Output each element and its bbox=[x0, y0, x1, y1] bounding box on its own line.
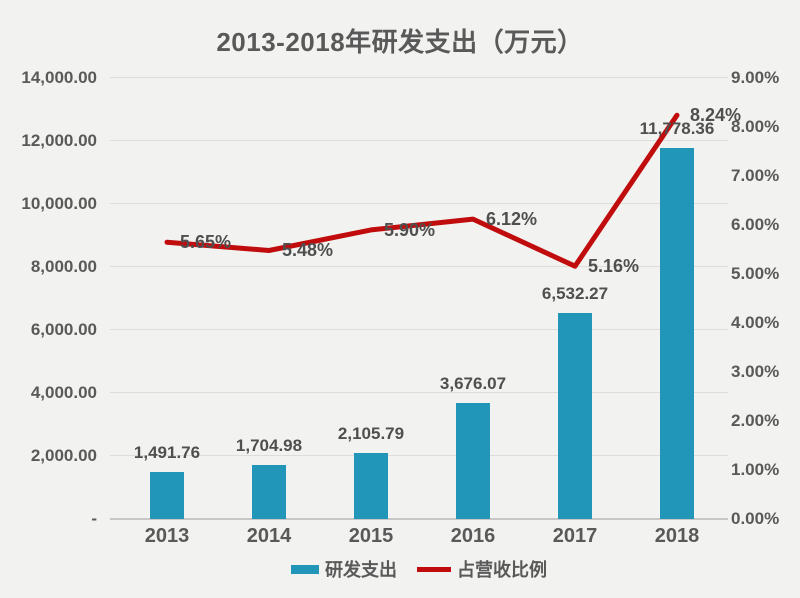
x-axis-line bbox=[110, 518, 728, 520]
y-axis-left-tick-label: 12,000.00 bbox=[21, 131, 97, 150]
y-axis-left-tick-label: 14,000.00 bbox=[21, 68, 97, 87]
y-axis-right-tick-label: 1.00% bbox=[731, 460, 780, 479]
bar bbox=[660, 147, 694, 519]
bar-value-label: 1,491.76 bbox=[133, 443, 201, 462]
bar bbox=[150, 472, 184, 519]
line-point-label: 5.90% bbox=[384, 219, 436, 240]
line-point-label: 5.16% bbox=[588, 256, 640, 277]
y-axis-left-tick-label: 8,000.00 bbox=[30, 257, 97, 276]
bar-value-label: 3,676.07 bbox=[439, 374, 507, 394]
y-axis-right-tick-label: 2.00% bbox=[731, 411, 780, 430]
bar-value-label: 6,532.27 bbox=[541, 284, 609, 304]
y-axis-left-tick-label: 2,000.00 bbox=[30, 446, 97, 465]
gridline bbox=[110, 455, 728, 456]
y-axis-right-tick-label: 9.00% bbox=[731, 68, 780, 87]
bar bbox=[456, 403, 490, 519]
gridline bbox=[110, 203, 728, 204]
line-point-label: 5.48% bbox=[282, 240, 334, 261]
x-axis-category-label: 2018 bbox=[654, 525, 700, 547]
y-axis-left-tick-label: 10,000.00 bbox=[21, 194, 97, 213]
y-axis-right-tick-label: 6.00% bbox=[731, 215, 780, 234]
legend-label-line-series: 占营收比例 bbox=[457, 560, 547, 580]
gridline bbox=[110, 392, 728, 393]
legend-item-line-series: 占营收比例 bbox=[417, 556, 547, 582]
x-axis-category-label: 2015 bbox=[348, 525, 394, 547]
gridline bbox=[110, 329, 728, 330]
gridline bbox=[110, 140, 728, 141]
y-axis-right-tick-label: 0.00% bbox=[731, 509, 780, 528]
y-axis-left-tick-label: - bbox=[91, 509, 97, 528]
gridline bbox=[110, 77, 728, 78]
line-point-label: 5.65% bbox=[180, 232, 232, 253]
bar bbox=[252, 465, 286, 519]
legend-label-bar-series: 研发支出 bbox=[325, 560, 397, 580]
x-axis-category-label: 2016 bbox=[450, 525, 496, 547]
bar bbox=[558, 313, 592, 519]
line-point-label: 8.24% bbox=[690, 105, 742, 126]
x-axis-category-label: 2017 bbox=[552, 525, 598, 547]
bar-series-swatch bbox=[291, 564, 319, 574]
y-axis-left-tick-label: 4,000.00 bbox=[30, 383, 97, 402]
chart-title: 2013-2018年研发支出（万元） bbox=[216, 27, 584, 57]
line-series-swatch bbox=[417, 566, 451, 572]
y-axis-right-tick-label: 7.00% bbox=[731, 166, 780, 185]
legend: 研发支出 占营收比例 bbox=[110, 557, 728, 581]
y-axis-right-tick-label: 4.00% bbox=[731, 313, 780, 332]
x-axis-category-label: 2014 bbox=[246, 525, 292, 547]
y-axis-left-tick-label: 6,000.00 bbox=[30, 320, 97, 339]
y-axis-right-tick-label: 8.00% bbox=[731, 117, 780, 136]
ratio-line bbox=[164, 112, 680, 269]
legend-item-bar-series: 研发支出 bbox=[291, 556, 397, 582]
line-point-label: 6.12% bbox=[486, 209, 538, 230]
bar bbox=[354, 452, 388, 519]
bar-value-label: 2,105.79 bbox=[337, 423, 405, 443]
bar-value-label: 1,704.98 bbox=[235, 436, 303, 456]
y-axis-right-tick-label: 5.00% bbox=[731, 264, 780, 283]
x-axis-category-label: 2013 bbox=[144, 525, 190, 547]
y-axis-right-tick-label: 3.00% bbox=[731, 362, 780, 381]
